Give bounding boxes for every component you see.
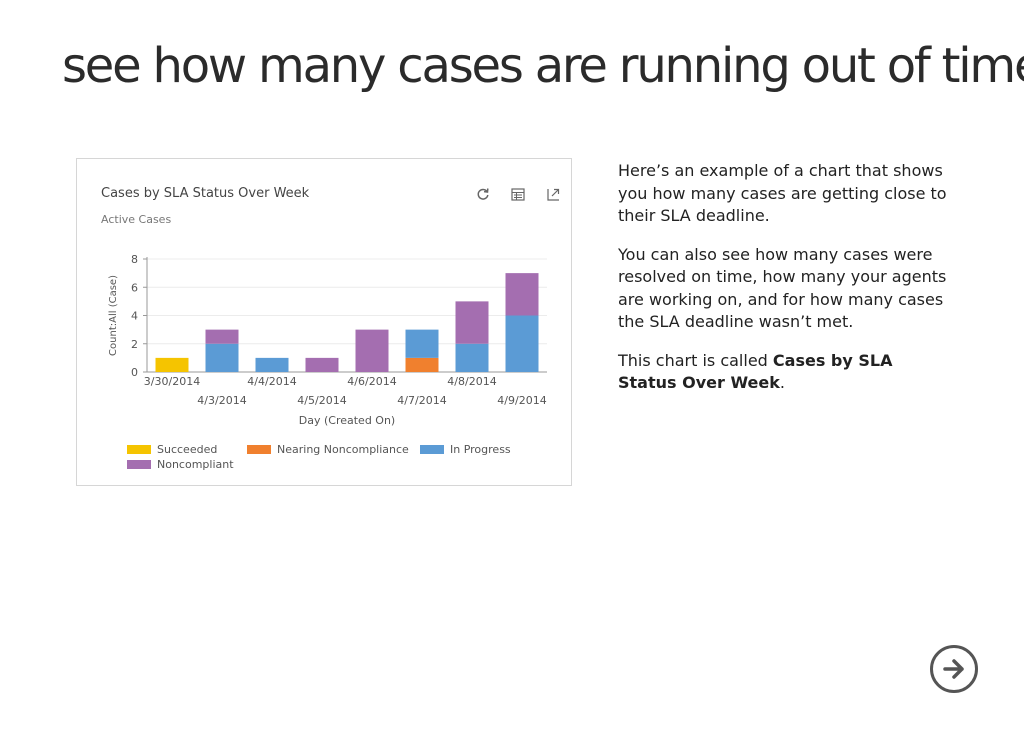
y-axis-title: Count:All (Case) [108,275,119,356]
bar-segment [355,329,389,372]
bar-segment [455,343,489,372]
bar-segment [505,273,539,316]
x-tick-label: 4/5/2014 [297,394,346,407]
chart-name-emphasis: Cases by SLA Status Over Week [618,350,893,393]
x-tick-label: 4/7/2014 [397,394,446,407]
y-tick-label: 8 [131,253,138,266]
page-title: see how many cases are running out of ti… [62,38,1024,94]
x-tick-label: 4/6/2014 [347,375,396,388]
bar-segment [305,357,339,372]
legend-swatch [127,445,151,454]
bar-segment [405,357,439,372]
description-paragraph-1: Here’s an example of a chart that shows … [618,161,947,225]
description-paragraph-3: This chart is called Cases by SLA Status… [618,350,948,395]
refresh-icon[interactable] [474,185,492,203]
x-tick-label: 4/3/2014 [197,394,246,407]
chart-plot: 024683/30/20144/3/20144/4/20144/5/20144/… [108,253,547,427]
arrow-right-circle-icon [943,659,964,679]
bar-segment [155,357,189,372]
chart-subtitle: Active Cases [101,213,172,226]
description-text: . [779,373,785,392]
next-arrow-button[interactable] [930,645,978,693]
view-records-icon[interactable] [509,185,527,203]
bar-segment [255,357,289,372]
y-tick-label: 6 [131,281,138,294]
y-tick-label: 4 [131,310,138,323]
legend-swatch [127,460,151,469]
bar-segment [205,329,239,344]
chart-card: Cases by SLA Status Over Week Active Cas… [76,158,572,486]
legend-item-in-progress: In Progress [420,443,511,456]
legend-label: Noncompliant [157,458,234,471]
legend-label: In Progress [450,443,511,456]
legend-item-noncompliant: Noncompliant [127,458,234,471]
y-tick-label: 2 [131,338,138,351]
legend-swatch [247,445,271,454]
bar-segment [205,343,239,372]
y-tick-label: 0 [131,366,138,379]
bar-segment [505,315,539,372]
x-tick-label: 4/8/2014 [447,375,496,388]
legend-label: Nearing Noncompliance [277,443,409,456]
x-axis-title: Day (Created On) [299,414,395,427]
legend-label: Succeeded [157,443,218,456]
description-panel: Here’s an example of a chart that shows … [618,160,948,411]
description-text: This chart is called [618,350,773,370]
legend-swatch [420,445,444,454]
expand-icon[interactable] [544,185,562,203]
chart-title: Cases by SLA Status Over Week [101,186,310,201]
x-tick-label: 4/4/2014 [247,375,296,388]
legend-item-succeeded: Succeeded [127,443,217,456]
description-paragraph-2: You can also see how many cases were res… [618,244,947,332]
legend-item-nearing-noncompliance: Nearing Noncompliance [247,443,409,456]
bar-segment [405,329,439,358]
x-tick-label: 3/30/2014 [144,375,200,388]
x-tick-label: 4/9/2014 [497,394,546,407]
bar-segment [455,301,489,344]
